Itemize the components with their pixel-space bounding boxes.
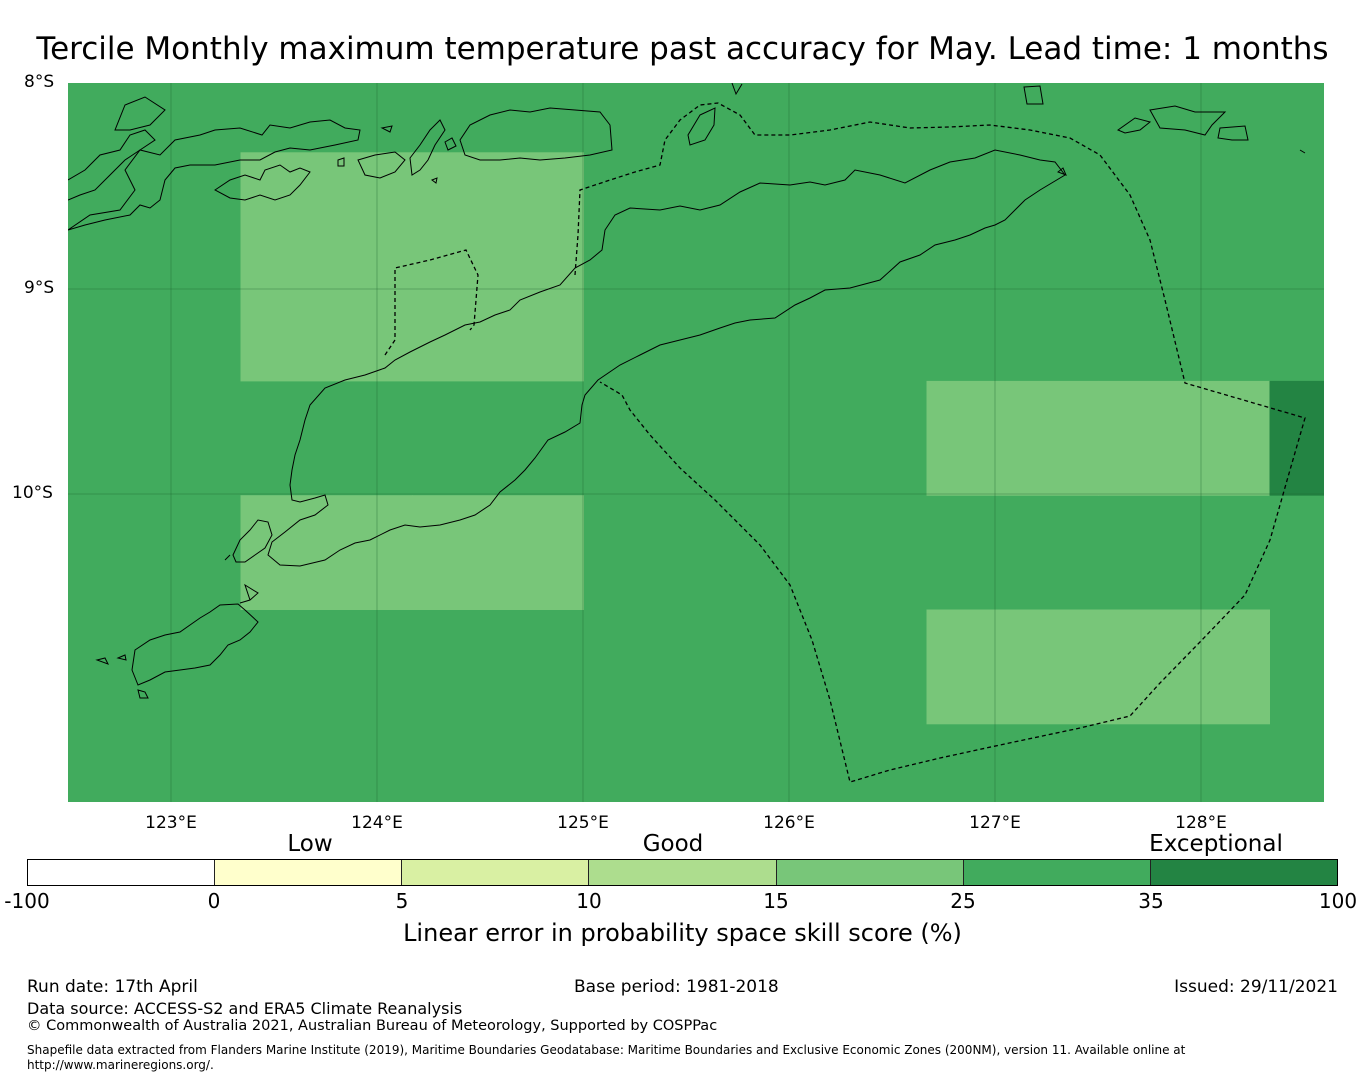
colorbar-segment	[28, 860, 216, 885]
colorbar	[27, 859, 1338, 886]
lat-label-9s: 9°S	[24, 278, 55, 298]
skill-cell-light	[412, 266, 584, 382]
category-good: Good	[642, 831, 704, 857]
lon-label-125e: 125°E	[557, 813, 609, 833]
lon-label-127e: 127°E	[969, 813, 1021, 833]
colorbar-segment	[215, 860, 403, 885]
colorbar-label: Linear error in probability space skill …	[403, 919, 962, 947]
lon-label-124e: 124°E	[351, 813, 403, 833]
issued-date: Issued: 29/11/2021	[1174, 977, 1338, 997]
colorbar-tick: 25	[950, 889, 976, 913]
skill-cell-light	[926, 609, 1099, 725]
lon-label-128e: 128°E	[1175, 813, 1227, 833]
colorbar-tick: 15	[763, 889, 789, 913]
lat-label-8s: 8°S	[24, 72, 55, 92]
skill-map	[68, 83, 1324, 802]
skill-cell-light	[240, 152, 413, 268]
lon-label-123e: 123°E	[145, 813, 197, 833]
skill-cell-light	[240, 495, 413, 610]
run-date: Run date: 17th April	[27, 977, 198, 997]
lon-label-126e: 126°E	[763, 813, 815, 833]
category-low: Low	[287, 831, 333, 857]
colorbar-segment	[589, 860, 777, 885]
colorbar-segment	[963, 860, 1151, 885]
colorbar-segment	[1150, 860, 1337, 885]
skill-cell-light	[1098, 609, 1270, 725]
colorbar-segment	[402, 860, 590, 885]
eez-boundaries	[384, 102, 1306, 783]
graticule	[68, 83, 1324, 802]
colorbar-tick: 10	[576, 889, 602, 913]
category-exceptional: Exceptional	[1149, 831, 1283, 857]
skill-cell-light	[412, 495, 584, 610]
skill-cell-dark	[1269, 380, 1324, 496]
colorbar-segment	[776, 860, 964, 885]
colorbar-tick: -100	[4, 889, 50, 913]
copyright: © Commonwealth of Australia 2021, Austra…	[27, 1018, 718, 1034]
colorbar-tick: 35	[1138, 889, 1164, 913]
colorbar-tick: 100	[1318, 889, 1358, 913]
lat-label-10s: 10°S	[12, 483, 53, 503]
skill-cell-light	[240, 266, 413, 382]
shapefile-credit: Shapefile data extracted from Flanders M…	[27, 1043, 1186, 1072]
coastlines	[68, 83, 1306, 699]
skill-cell-light	[926, 380, 1099, 496]
skill-cell-light	[412, 152, 584, 268]
skill-cell-light	[1098, 380, 1270, 496]
colorbar-tick: 0	[207, 889, 221, 913]
chart-title: Tercile Monthly maximum temperature past…	[36, 31, 1329, 67]
data-source: Data source: ACCESS-S2 and ERA5 Climate …	[27, 999, 463, 1018]
base-period: Base period: 1981-2018	[574, 977, 779, 997]
colorbar-tick: 5	[395, 889, 409, 913]
